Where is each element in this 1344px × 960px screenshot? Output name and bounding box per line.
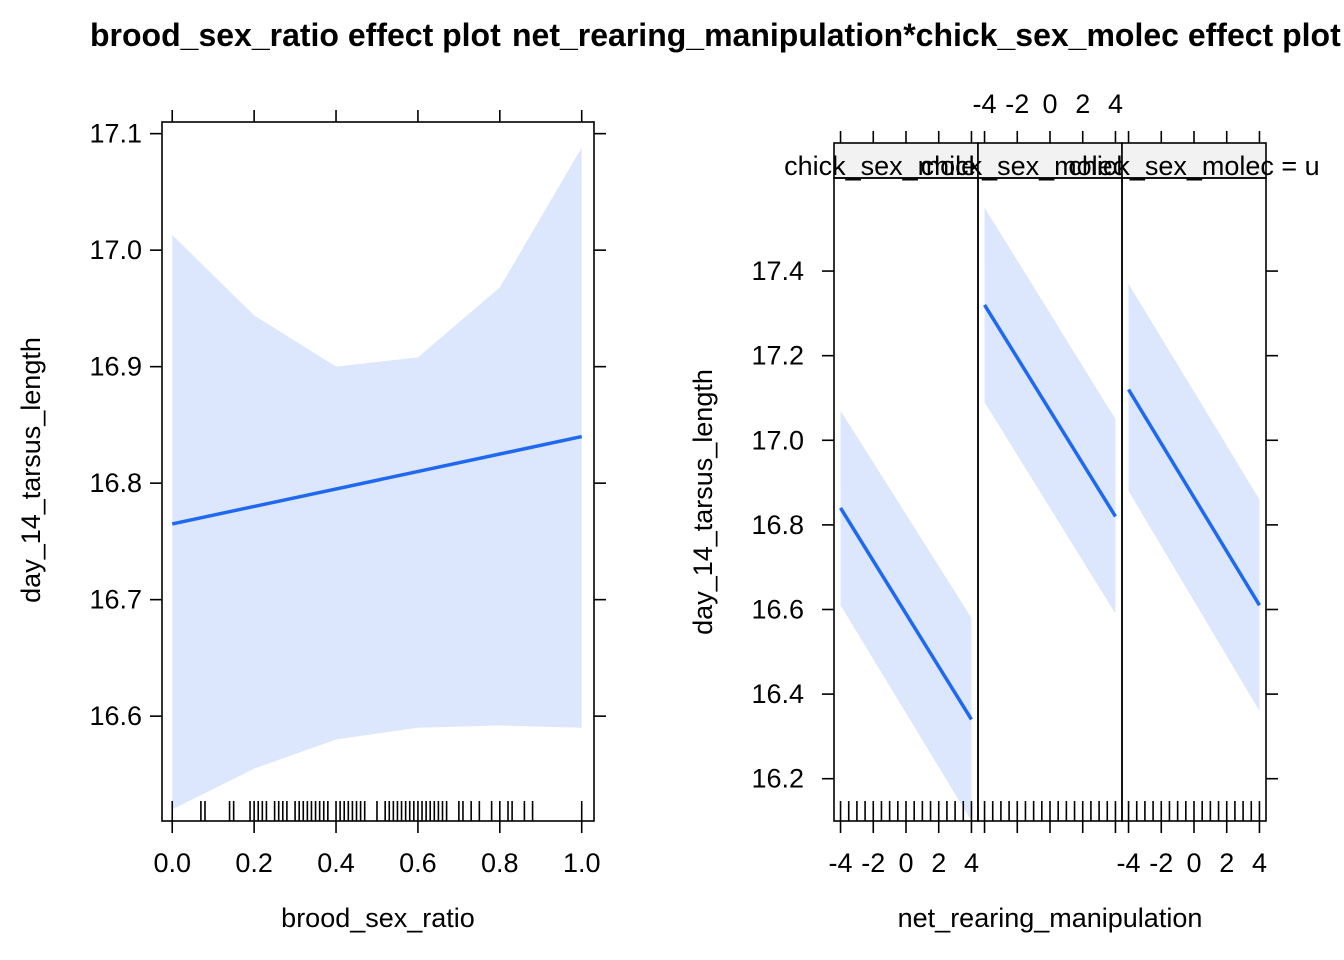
panel-x-tick-label: 2 [931,848,946,878]
left-x-tick-label: 1.0 [563,848,601,878]
left-y-tick-label: 16.7 [89,585,142,615]
panel-fit-line [1127,388,1261,607]
left-y-tick-label: 16.6 [89,701,142,731]
right-y-tick-label: 16.6 [751,594,804,624]
panel-3: chick_sex_molec = u -4 -2 0 2 4 [1068,131,1320,878]
left-chart: brood_sex_ratio effect plot brood_sex_ra… [16,17,606,933]
right-y-tick-label: 17.2 [751,341,804,371]
panel-x-tick-label-top: -4 [973,89,997,119]
right-chart: net_rearing_manipulation*chick_sex_molec… [512,17,1341,933]
left-plot-frame [161,121,595,822]
left-y-axis-label: day_14_tarsus_length [16,337,46,603]
panel-x-tick-label: -2 [1149,848,1173,878]
panel-x-tick-label-top: 0 [1042,89,1057,119]
panel-strip [1121,142,1267,179]
panel-x-tick-label: 0 [1186,848,1201,878]
panel-x-tick-label-top: 4 [1108,89,1123,119]
right-y-tick-label: 17.4 [751,256,804,286]
panel-x-tick-label: -2 [861,848,885,878]
left-y-tick-label: 17.0 [89,235,142,265]
panel-x-tick-label: 4 [1252,848,1267,878]
panel-x-tick-label-top: 2 [1075,89,1090,119]
right-y-tick-label: 16.2 [751,764,804,794]
right-y-tick-label: 17.0 [751,425,804,455]
left-fit-line [171,434,583,526]
left-y-tick-label: 16.9 [89,352,142,382]
panel-strip-label: chick_sex_molec = u [1068,151,1319,181]
panel-x-tick-label: 2 [1219,848,1234,878]
left-y-tick-label: 16.8 [89,468,142,498]
left-x-tick-label: 0.4 [317,848,355,878]
panel-x-tick-label: 0 [898,848,913,878]
panel-x-tick-label-top: -2 [1005,89,1029,119]
panel-fit-line [839,507,973,721]
right-y-tick-label: 16.8 [751,510,804,540]
left-y-tick-label: 17.1 [89,119,142,149]
left-chart-title: brood_sex_ratio effect plot [90,17,501,53]
right-y-tick-label: 16.4 [751,679,804,709]
right-y-axis-label: day_14_tarsus_length [688,369,718,635]
panel-x-tick-label: 4 [964,848,979,878]
left-x-axis-label: brood_sex_ratio [281,903,475,933]
right-chart-title: net_rearing_manipulation*chick_sex_molec… [512,17,1341,53]
left-x-tick-label: 0.2 [235,848,273,878]
left-x-tick-label: 0.8 [481,848,519,878]
right-x-axis-label: net_rearing_manipulation [898,903,1203,933]
panel-x-tick-label: -4 [829,848,853,878]
panel-x-tick-label: -4 [1117,848,1141,878]
panel-fit-line [983,303,1117,518]
left-x-tick-label: 0.6 [399,848,437,878]
left-x-tick-label: 0.0 [153,848,191,878]
